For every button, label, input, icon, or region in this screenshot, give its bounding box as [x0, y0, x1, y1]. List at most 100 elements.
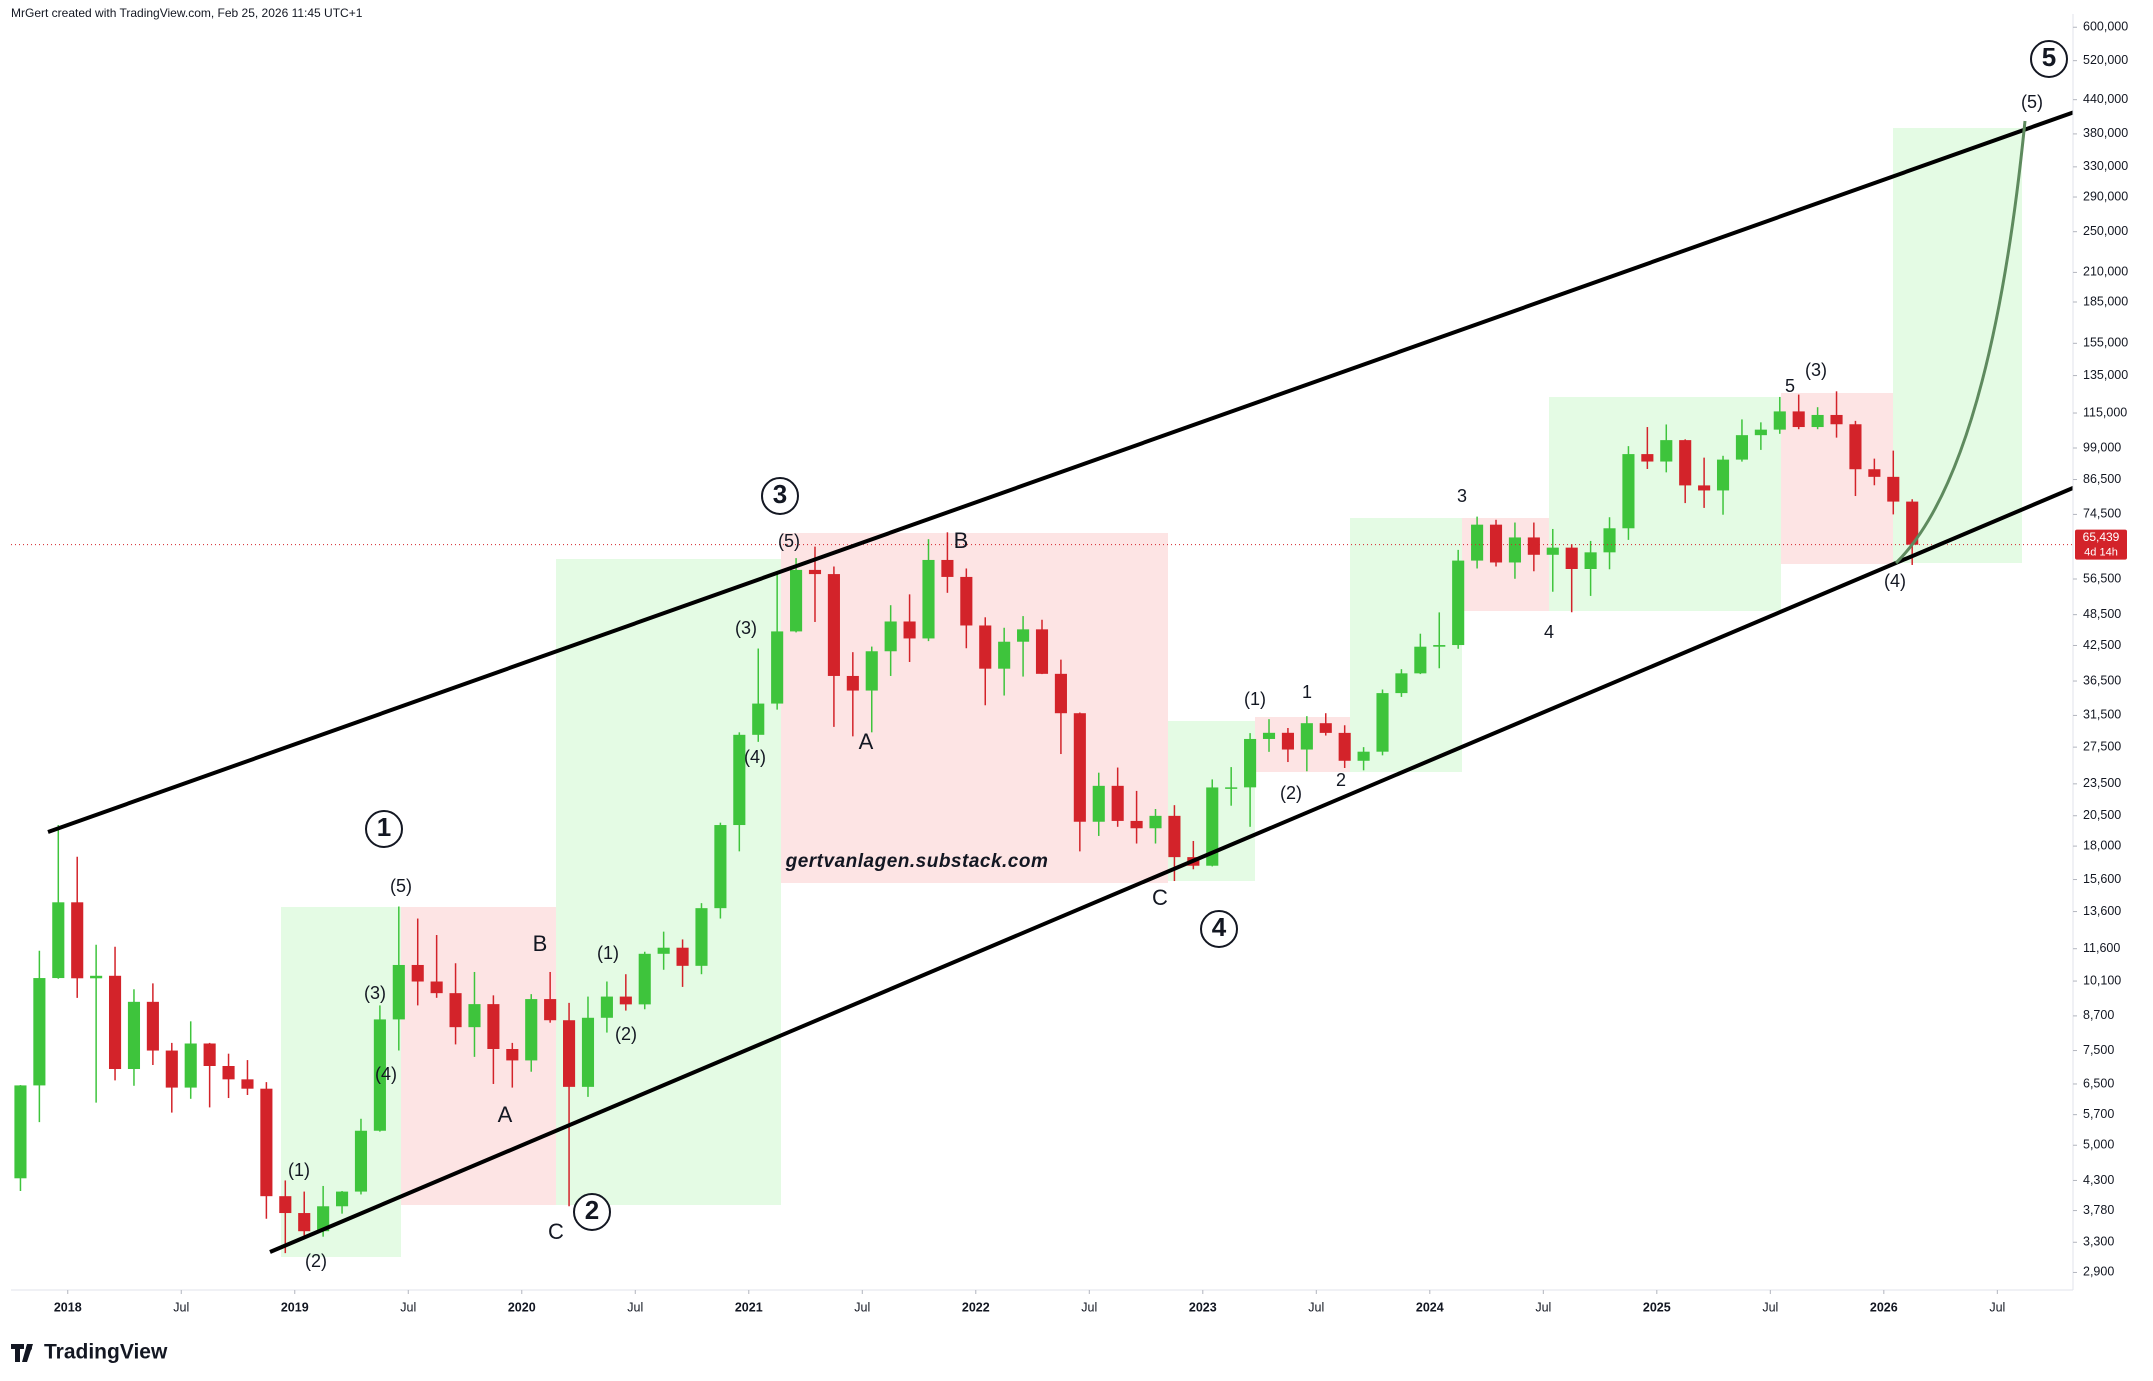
candle-body	[1395, 673, 1408, 694]
candle-body	[1527, 537, 1540, 555]
y-tick-label: 3,300	[2083, 1235, 2114, 1249]
y-tick-label: 520,000	[2083, 53, 2128, 67]
wave-circle	[1200, 910, 1238, 948]
candle-body	[1471, 524, 1484, 561]
wave-circle	[2030, 40, 2068, 78]
wave-circle	[573, 1193, 611, 1231]
candle-body	[1849, 424, 1862, 470]
candle-body	[1489, 524, 1503, 563]
y-tick-label: 48,500	[2083, 607, 2121, 621]
annotations: 1(5)(3)(4)(1)(2)BAC2(1)(2)3(5)(3)(4)ABC4…	[288, 40, 2068, 1271]
x-tick-label: Jul	[1989, 1300, 2005, 1314]
wave-label: 4	[1544, 622, 1554, 642]
candle-body	[1262, 732, 1276, 739]
wave-label: (4)	[1884, 571, 1906, 591]
candle-body	[127, 1001, 141, 1070]
candle-body	[827, 574, 840, 676]
y-tick-label: 13,600	[2083, 904, 2121, 918]
wave-circle	[761, 477, 799, 515]
wave-label: 3	[1457, 486, 1467, 506]
candle-body	[884, 621, 897, 652]
candle-body	[1338, 732, 1351, 761]
y-tick-label: 5,700	[2083, 1107, 2114, 1121]
candle-body	[1414, 646, 1427, 674]
candle-body	[1281, 732, 1294, 750]
candle-body	[1698, 485, 1711, 491]
candle-body	[657, 947, 670, 954]
footer-brand: TradingView	[44, 1341, 168, 1364]
y-tick-label: 440,000	[2083, 92, 2128, 106]
candle-body	[146, 1001, 159, 1051]
green-zone	[556, 559, 781, 1205]
y-tick-label: 115,000	[2083, 405, 2127, 419]
y-tick-label: 3,780	[2083, 1203, 2114, 1217]
candle-body	[1452, 560, 1465, 646]
candle-body	[241, 1079, 254, 1089]
red-zone	[1255, 717, 1306, 772]
wave-label: B	[954, 528, 969, 553]
y-tick-label: 27,500	[2083, 739, 2121, 753]
candle-body	[1357, 751, 1370, 761]
wave-label: 4	[1212, 912, 1227, 942]
candle-body	[714, 825, 727, 909]
candle-body	[1792, 411, 1805, 428]
candle-body	[790, 569, 803, 632]
y-tick-label: 210,000	[2083, 265, 2128, 279]
y-tick-label: 290,000	[2083, 189, 2128, 203]
wave-label: A	[498, 1102, 513, 1127]
candle-body	[733, 734, 746, 826]
wave-label: B	[533, 931, 548, 956]
x-tick-label: 2022	[962, 1300, 990, 1314]
upper-trendline	[47, 110, 2073, 834]
y-tick-label: 5,000	[2083, 1138, 2114, 1152]
red-zone	[781, 533, 1168, 883]
candle-body	[1319, 723, 1332, 733]
candle-body	[184, 1043, 197, 1088]
candle-body	[14, 1085, 27, 1179]
candle-body	[33, 978, 46, 1086]
wave-label: (2)	[1280, 783, 1302, 803]
x-tick-label: 2020	[508, 1300, 536, 1314]
lower-trendline	[269, 485, 2073, 1254]
wave-label: (3)	[735, 618, 757, 638]
candle-body	[373, 1019, 386, 1131]
candle-body	[392, 964, 405, 1020]
y-tick-label: 20,500	[2083, 808, 2121, 822]
candle-body	[998, 641, 1011, 669]
wave-label: (5)	[778, 531, 800, 551]
axes: 600,000 520,000 440,000 380,000 330,000 290,0…	[11, 14, 2128, 1314]
candle-body	[1584, 552, 1597, 569]
candle-body	[1906, 501, 1919, 545]
y-tick-label: 42,500	[2083, 638, 2121, 652]
y-tick-label: 99,000	[2083, 440, 2121, 454]
green-zone	[1893, 128, 2022, 563]
y-tick-label: 250,000	[2083, 224, 2128, 238]
x-tick-label: 2026	[1870, 1300, 1898, 1314]
wave-label: (1)	[288, 1160, 310, 1180]
candle-body	[600, 996, 613, 1018]
candle-body	[1830, 414, 1843, 425]
green-zone	[1350, 518, 1462, 772]
candle-body	[1206, 787, 1219, 866]
wave-label: 2	[1336, 770, 1346, 790]
candle-body	[1622, 454, 1635, 529]
wave-label: 1	[377, 812, 391, 842]
y-tick-label: 10,100	[2083, 973, 2121, 987]
candle-body	[298, 1213, 311, 1232]
candle-body	[979, 625, 992, 669]
wave-label: (1)	[597, 943, 619, 963]
x-tick-label: 2021	[735, 1300, 763, 1314]
candle-body	[676, 947, 689, 966]
x-tick-label: 2025	[1643, 1300, 1671, 1314]
wave-label: (5)	[2021, 92, 2043, 112]
candle-body	[203, 1043, 216, 1066]
wave-label: (5)	[390, 876, 412, 896]
candle-body	[430, 981, 443, 994]
y-tick-label: 56,500	[2083, 571, 2121, 585]
candle-body	[1376, 693, 1389, 752]
candle-body	[903, 621, 916, 639]
candle-body	[1641, 454, 1654, 462]
candle-body	[865, 651, 878, 691]
